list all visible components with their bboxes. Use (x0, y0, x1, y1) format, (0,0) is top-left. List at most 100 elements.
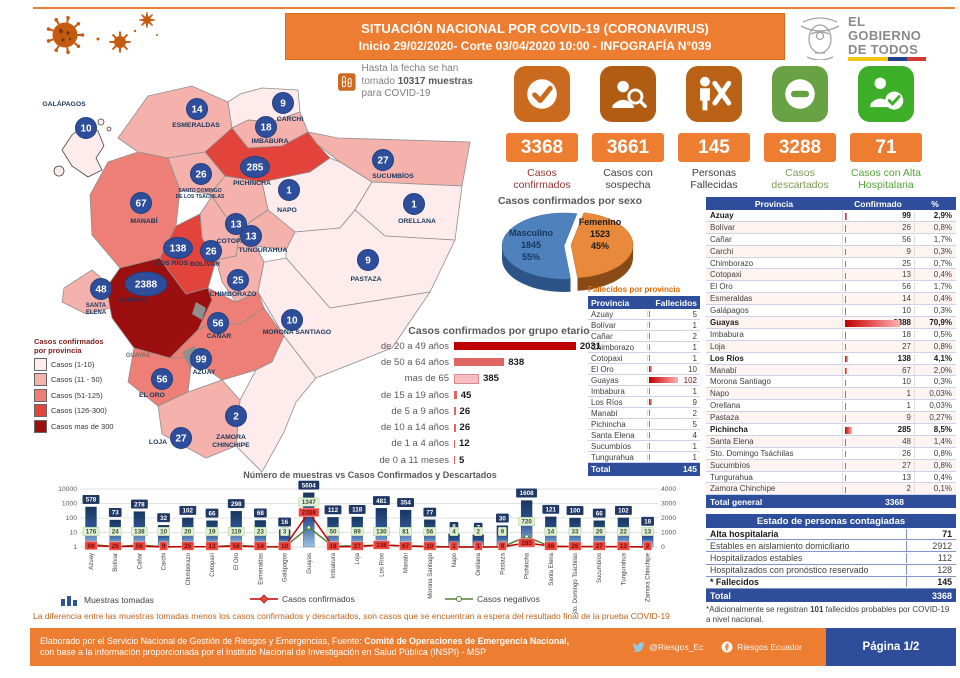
right-axis-tick: 1000 (661, 530, 676, 537)
stat-value: 3288 (764, 133, 836, 162)
confirmed-bar (845, 415, 846, 422)
negatives-label (298, 497, 320, 507)
percent-cell: 4,1% (914, 353, 956, 363)
stat-minus-circle: 3288 Casos descartados (757, 66, 843, 191)
samples-label (324, 505, 342, 515)
negatives-label-text: 89 (354, 529, 362, 536)
table-row: Pichincha 5 (588, 419, 700, 430)
confirmed-label (518, 538, 536, 548)
province-name: Tungurahua (591, 452, 634, 462)
confirmed-label-text: 2 (646, 543, 650, 550)
confirmed-label (423, 541, 437, 551)
confirmed-label (159, 541, 168, 551)
percent-cell: 0,3% (914, 246, 956, 256)
page-number[interactable]: Página 1/2 (826, 628, 956, 666)
negatives-label (641, 527, 654, 536)
bar-cell (647, 376, 681, 384)
province-label: DE LOS TSÁCHILAS (176, 193, 225, 200)
col-header: Confirmado (854, 198, 902, 209)
age-bar-row: de 1 a 4 años 12 (352, 436, 607, 452)
samples-label (179, 505, 197, 515)
table-row: Guayas 102 (588, 375, 700, 386)
table-row: Los Ríos 9 (588, 397, 700, 408)
confirmed-cell: 1 (842, 389, 914, 399)
age-label: de 20 a 49 años (380, 340, 449, 352)
province-label: SUCUMBÍOS (372, 171, 414, 180)
negatives-label-text: 14 (547, 529, 555, 536)
case-bubble-azuay (190, 348, 212, 370)
legend-item-1: Casos confirmados (250, 594, 355, 604)
bar-cell (647, 343, 681, 351)
legend-swatch (34, 357, 47, 371)
confirmed-bar (845, 284, 847, 291)
total-value: 3368 (885, 496, 904, 507)
left-axis-tick: 100 (66, 515, 78, 522)
province-name: Santa Elena (591, 430, 635, 440)
confirmed-by-province-table: Provincia Confirmado% Azuay 99 2,9% Bolívar 26… (706, 197, 956, 509)
age-bar (454, 439, 455, 448)
confirmed-label (544, 541, 558, 551)
death-count: 102 (683, 375, 697, 385)
age-label: mas de 65 (404, 373, 449, 385)
samples-label-text: 68 (257, 510, 265, 517)
samples-label (542, 504, 560, 514)
confirmed-label (205, 541, 219, 551)
samples-label-text: 66 (596, 510, 604, 517)
age-group-bar-chart: de 20 a 49 años 2031 de 50 a 64 años 838 mas… (352, 338, 607, 468)
legend-label: Casos (11 - 50) (51, 375, 103, 384)
flag-segment (888, 57, 907, 61)
logo-line1: EL (848, 14, 866, 29)
negatives-label (131, 527, 148, 536)
bar-cell (647, 354, 681, 362)
confirmed-bar (845, 343, 846, 351)
confirmed-label-text: 67 (402, 543, 410, 550)
confirmed-label (473, 541, 483, 551)
twitter-handle[interactable]: @Riesgos_Ec (632, 641, 703, 653)
confirmed-bar (845, 308, 846, 315)
ecuador-province-map: GUAYAS 10 GALÁPAGOS 14 ESMERALDAS 9 CARCHI 18 IM… (42, 85, 471, 473)
status-value: 112 (906, 552, 956, 563)
death-bar (649, 310, 651, 318)
case-bubble-pichincha (240, 156, 270, 178)
samples-label (254, 508, 267, 518)
minus-circle-icon (772, 66, 828, 122)
table-row: Bolívar 1 (588, 320, 700, 331)
status-label: * Fallecidos (710, 577, 759, 588)
negatives-label-text: 119 (231, 529, 242, 536)
confirmed-bar (845, 367, 847, 375)
table-row: El Oro 56 1,7% (706, 281, 956, 294)
confirmed-label-text: 1 (476, 543, 480, 550)
death-bar (649, 365, 652, 373)
confirmed-label-text: 99 (87, 543, 95, 550)
confirmed-label (568, 541, 582, 551)
case-bubble-loja (170, 427, 192, 449)
bar-cell (647, 387, 681, 395)
province-name: Zamora Chinchipe (710, 484, 776, 494)
province-label: SANTA (86, 303, 107, 309)
negatives-label (82, 527, 100, 536)
confirmed-label (181, 541, 195, 551)
province-label: LOJA (149, 439, 167, 446)
province-label: SANTO DOMINGO (178, 188, 221, 194)
table-row: Sucumbíos 1 (588, 441, 700, 452)
percent-cell: 0,27% (914, 413, 956, 423)
twitter-icon (633, 641, 645, 652)
page-title: SITUACIÓN NACIONAL POR COVID-19 (CORONAV… (285, 13, 785, 60)
negatives-label-text: 24 (112, 529, 120, 536)
case-count-galapagos: 10 (80, 124, 92, 135)
virus-inner-dot (66, 31, 70, 35)
legend-label: Casos (126-300) (51, 406, 107, 415)
case-count-tungurahua: 13 (245, 232, 257, 243)
deaths-table-title: Fallecidos por provincia (588, 285, 681, 294)
confirmed-cell: 2388 (842, 317, 914, 327)
legend-item-2: Casos negativos (445, 594, 540, 604)
negatives-label (617, 527, 630, 536)
virus-blob (109, 31, 131, 53)
confirmed-cell: 27 (842, 341, 914, 351)
confirmed-label-text: 27 (354, 543, 362, 550)
confirmed-bar (845, 320, 900, 327)
total-label: Total (710, 590, 731, 601)
government-logo: EL GOBIERNO DE TODOS (848, 15, 921, 57)
facebook-handle[interactable]: Riesgos Ecuador (721, 641, 802, 653)
x-axis-label: Guayas (307, 553, 313, 574)
